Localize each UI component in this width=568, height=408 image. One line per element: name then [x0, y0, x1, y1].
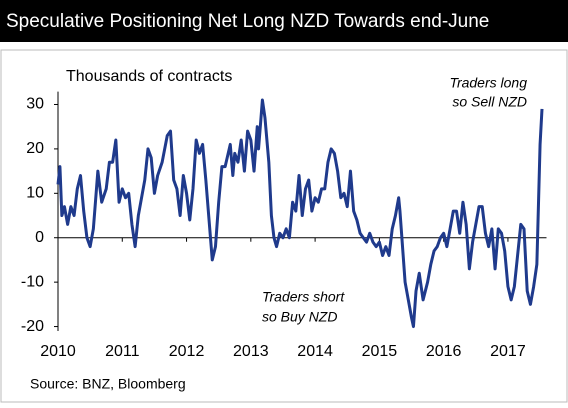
annotation: so Sell NZD — [452, 94, 527, 110]
line — [56, 98, 544, 329]
source: Source: BNZ, Bloomberg — [30, 376, 186, 392]
y-tick-label: -10 — [21, 273, 44, 290]
x-tick-label: 2012 — [169, 343, 205, 360]
x-tick-label: 2010 — [40, 343, 76, 360]
annotation: Traders long — [449, 75, 527, 91]
x-tick-label: 2011 — [105, 343, 140, 360]
x-tick-label: 2013 — [233, 343, 269, 360]
annotation: Traders short — [262, 289, 345, 305]
x-tick-label: 2017 — [490, 343, 526, 360]
chart-title: Speculative Positioning Net Long NZD Tow… — [6, 11, 489, 32]
x-tick-label: 2014 — [297, 343, 333, 360]
y-tick-label: 0 — [35, 229, 44, 246]
y-tick-label: -20 — [21, 318, 44, 335]
y-tick-label: 30 — [26, 96, 44, 113]
x-tick-label: 2015 — [362, 343, 398, 360]
annotation: so Buy NZD — [262, 309, 337, 325]
y-axis-label: Thousands of contracts — [66, 68, 232, 85]
y-tick-label: 20 — [26, 140, 44, 157]
x-tick-label: 2016 — [426, 343, 462, 360]
frame — [0, 49, 568, 403]
title-bar — [0, 0, 568, 42]
y-tick-label: 10 — [26, 185, 44, 202]
